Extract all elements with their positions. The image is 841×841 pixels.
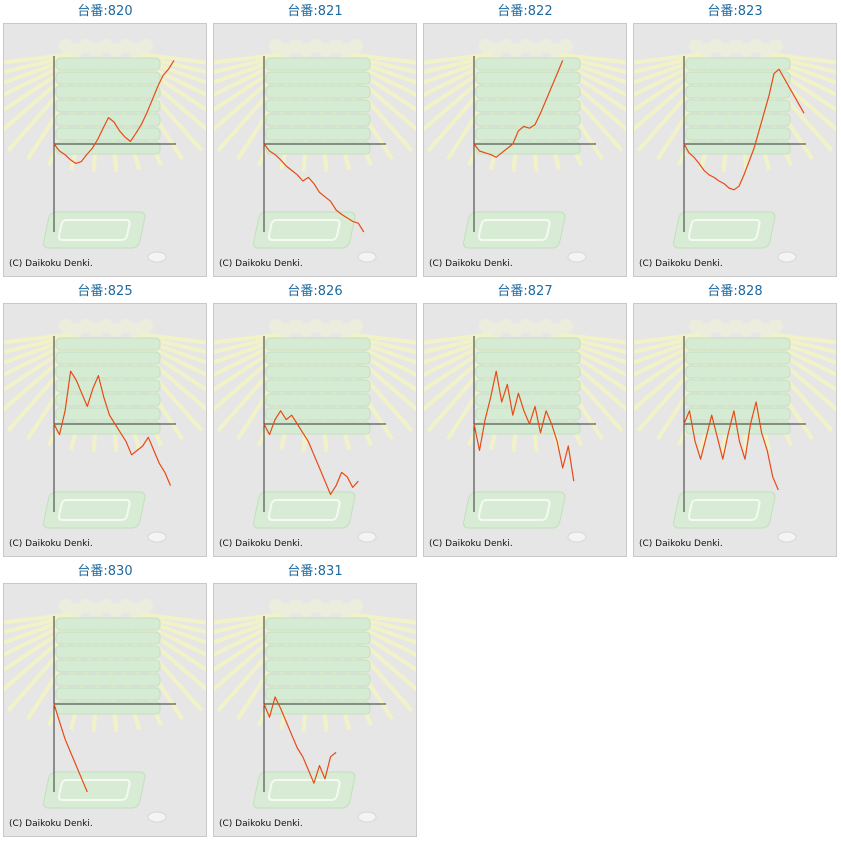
chart-title[interactable]: 台番:830 [77,564,133,579]
chart-title[interactable]: 台番:827 [497,284,553,299]
copyright-credit: (C) Daikoku Denki. [429,259,513,269]
chart-card-3[interactable]: 台番:823 (C) Daikoku Denki. [633,0,837,277]
chart-svg [4,599,206,823]
copyright-credit: (C) Daikoku Denki. [219,539,303,549]
chart-title[interactable]: 台番:821 [287,4,343,19]
chart-title[interactable]: 台番:822 [497,4,553,19]
background-art [424,319,626,543]
chart-card-9[interactable]: 台番:831 (C) Daikoku Denki. [213,560,417,837]
chart-svg [4,39,206,263]
chart-frame: (C) Daikoku Denki. [3,23,207,277]
series-line [473,60,564,158]
chart-title[interactable]: 台番:828 [707,284,763,299]
chart-svg [424,39,626,263]
series-line [263,696,337,784]
series-line [53,60,175,164]
chart-svg [634,39,836,263]
series-line [53,703,88,793]
chart-card-5[interactable]: 台番:826 (C) Daikoku Denki. [213,280,417,557]
chart-card-2[interactable]: 台番:822 (C) Daikoku Denki. [423,0,627,277]
background-art [4,319,206,543]
chart-title[interactable]: 台番:831 [287,564,343,579]
chart-card-6[interactable]: 台番:827 (C) Daikoku Denki. [423,280,627,557]
background-art [4,599,206,823]
series-line [683,401,779,491]
chart-title[interactable]: 台番:823 [707,4,763,19]
copyright-credit: (C) Daikoku Denki. [219,819,303,829]
series-line [263,410,359,495]
chart-frame: (C) Daikoku Denki. [423,23,627,277]
chart-frame: (C) Daikoku Denki. [213,583,417,837]
background-art [4,39,206,263]
copyright-credit: (C) Daikoku Denki. [9,819,93,829]
series-line [263,143,365,233]
copyright-credit: (C) Daikoku Denki. [9,539,93,549]
chart-frame: (C) Daikoku Denki. [213,23,417,277]
copyright-credit: (C) Daikoku Denki. [219,259,303,269]
series-line [53,370,172,486]
chart-title[interactable]: 台番:820 [77,4,133,19]
chart-title[interactable]: 台番:826 [287,284,343,299]
chart-card-7[interactable]: 台番:828 (C) Daikoku Denki. [633,280,837,557]
chart-frame: (C) Daikoku Denki. [3,303,207,557]
chart-card-4[interactable]: 台番:825 (C) Daikoku Denki. [3,280,207,557]
copyright-credit: (C) Daikoku Denki. [639,539,723,549]
chart-frame: (C) Daikoku Denki. [213,303,417,557]
chart-card-1[interactable]: 台番:821 (C) Daikoku Denki. [213,0,417,277]
series-line [683,68,805,191]
copyright-credit: (C) Daikoku Denki. [639,259,723,269]
chart-svg [214,319,416,543]
chart-frame: (C) Daikoku Denki. [633,23,837,277]
background-art [214,319,416,543]
background-art [424,39,626,263]
background-art [634,319,836,543]
chart-frame: (C) Daikoku Denki. [633,303,837,557]
chart-title[interactable]: 台番:825 [77,284,133,299]
copyright-credit: (C) Daikoku Denki. [429,539,513,549]
background-art [214,599,416,823]
copyright-credit: (C) Daikoku Denki. [9,259,93,269]
series-line [473,370,575,482]
chart-card-8[interactable]: 台番:830 (C) Daikoku Denki. [3,560,207,837]
background-art [214,39,416,263]
chart-svg [634,319,836,543]
background-art [634,39,836,263]
chart-svg [4,319,206,543]
chart-svg [214,39,416,263]
chart-frame: (C) Daikoku Denki. [3,583,207,837]
chart-frame: (C) Daikoku Denki. [423,303,627,557]
chart-card-0[interactable]: 台番:820 (C) Daikoku Denki. [3,0,207,277]
chart-svg [214,599,416,823]
chart-svg [424,319,626,543]
